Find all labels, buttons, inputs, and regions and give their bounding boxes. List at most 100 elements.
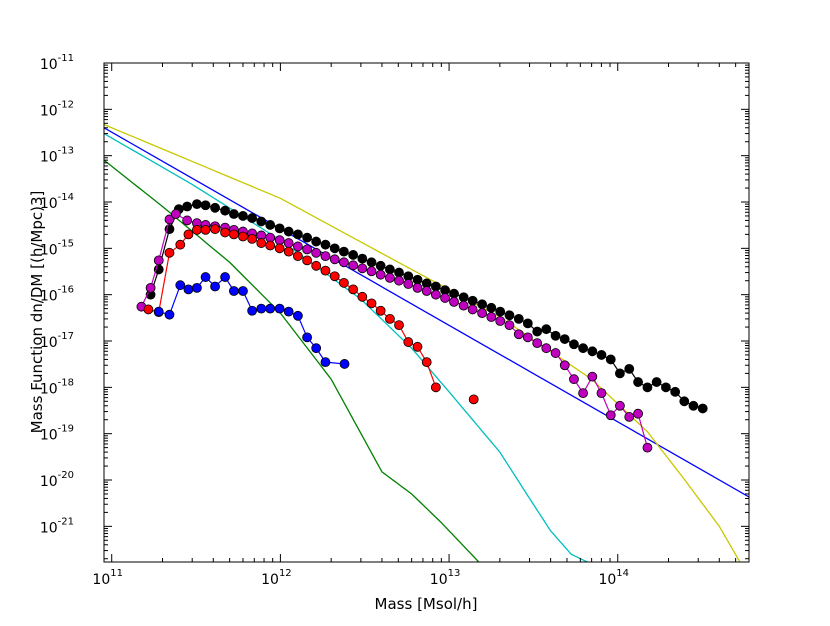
data-point-red: [421, 357, 432, 368]
data-point-black: [348, 250, 359, 260]
y-tick-base: 10: [40, 289, 58, 305]
y-tick-label: 10-20: [40, 470, 74, 490]
data-point-red: [430, 382, 441, 393]
data-point-black: [283, 226, 294, 237]
data-point-black: [541, 324, 552, 335]
x-axis-label: Mass [Msol/h]: [375, 595, 478, 613]
data-point-black: [495, 306, 506, 317]
y-tick-label: 10-21: [40, 516, 74, 536]
data-point-black: [256, 216, 267, 227]
data-point-magenta: [624, 412, 635, 422]
data-point-black: [587, 346, 598, 357]
x-tick-label: 1014: [598, 568, 629, 588]
data-point-magenta: [569, 374, 579, 385]
data-point-blue: [192, 282, 202, 293]
data-point-red: [265, 240, 276, 251]
data-point-magenta: [153, 255, 164, 266]
data-point-red: [175, 239, 186, 250]
data-point-black: [569, 339, 579, 350]
y-axis-label: Mass Function dn/DM [(h/Mpc)3]: [28, 191, 46, 434]
data-point-blue: [339, 359, 350, 369]
data-point-black: [477, 299, 488, 310]
data-point-magenta: [477, 308, 488, 319]
data-point-black: [375, 260, 386, 271]
data-point-black: [661, 382, 671, 393]
data-point-black: [339, 246, 349, 257]
data-point-black: [292, 229, 303, 240]
data-point-magenta: [550, 348, 561, 358]
data-point-magenta: [532, 338, 543, 349]
data-point-magenta: [274, 235, 285, 246]
data-point-magenta: [430, 289, 441, 300]
y-tick-exp: -16: [58, 285, 74, 296]
data-point-red: [164, 247, 175, 258]
data-point-magenta: [440, 293, 450, 303]
data-point-red: [192, 224, 202, 235]
data-point-magenta: [421, 286, 432, 296]
data-point-red-isolated: [468, 394, 479, 405]
data-point-magenta: [559, 360, 570, 371]
data-point-black: [329, 243, 340, 254]
data-point-black: [430, 281, 441, 292]
data-point-black: [596, 350, 607, 360]
data-point-black: [615, 368, 625, 379]
data-point-magenta: [578, 388, 588, 399]
data-point-black: [522, 318, 533, 329]
data-point-black: [366, 257, 377, 268]
axis-ticks: 1011 1012 1013 101410-1110-1210-1310-1410-1…: [40, 53, 750, 588]
data-point-black: [228, 209, 239, 219]
data-point-black: [504, 310, 515, 321]
data-point-magenta: [385, 273, 395, 283]
x-tick-exp: 14: [616, 568, 629, 579]
data-point-magenta: [633, 408, 643, 419]
data-point-magenta: [412, 282, 423, 293]
data-series: [136, 199, 708, 453]
data-point-magenta: [394, 275, 404, 286]
data-point-black: [182, 201, 193, 212]
y-tick-exp: -19: [58, 424, 74, 435]
data-point-black: [633, 377, 643, 387]
data-point-magenta: [495, 316, 506, 326]
data-point-black: [559, 334, 570, 344]
plot-frame: [103, 62, 750, 563]
data-point-red: [292, 251, 303, 262]
data-point-magenta: [615, 400, 625, 411]
data-point-magenta: [329, 254, 340, 265]
data-point-blue: [200, 272, 211, 282]
y-tick-base: 10: [40, 196, 58, 212]
curve-fit-blue: [104, 127, 749, 498]
data-point-black: [200, 200, 211, 211]
data-point-magenta: [513, 329, 524, 340]
y-tick-exp: -17: [58, 331, 74, 342]
x-tick-label: 1012: [261, 568, 292, 588]
data-point-black: [357, 253, 368, 264]
data-point-magenta: [283, 238, 294, 248]
data-point-magenta: [320, 251, 331, 262]
data-point-red: [247, 233, 258, 244]
data-point-magenta: [182, 215, 193, 226]
data-point-magenta: [366, 266, 377, 277]
x-tick-base: 10: [261, 572, 279, 588]
data-point-black: [449, 288, 459, 299]
data-point-red: [366, 298, 377, 309]
data-point-blue: [220, 272, 230, 282]
data-point-black: [385, 264, 395, 275]
data-point-black: [697, 403, 708, 414]
x-tick-base: 10: [430, 572, 448, 588]
data-point-black: [320, 239, 331, 250]
data-point-black: [210, 202, 220, 213]
data-point-red: [256, 238, 267, 248]
data-point-black: [513, 313, 524, 324]
data-point-red: [311, 260, 322, 271]
y-tick-label: 10-17: [40, 331, 74, 351]
data-point-black: [302, 232, 313, 243]
data-point-black: [651, 377, 662, 387]
data-point-blue: [183, 284, 194, 295]
data-point-blue: [164, 309, 175, 320]
data-point-magenta: [164, 214, 175, 225]
data-point-black: [605, 354, 616, 365]
x-tick-exp: 12: [279, 568, 292, 579]
data-point-red: [403, 337, 414, 347]
y-tick-label: 10-13: [40, 146, 74, 166]
